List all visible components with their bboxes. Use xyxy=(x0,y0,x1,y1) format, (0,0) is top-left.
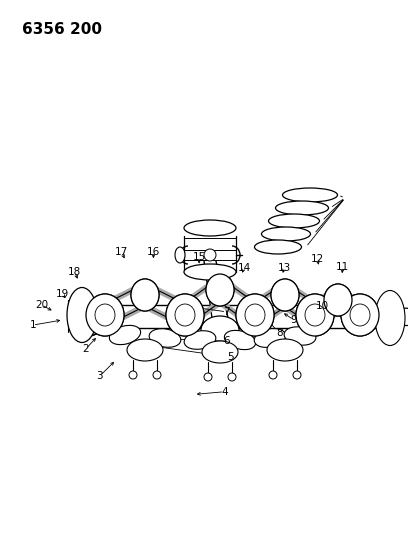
Ellipse shape xyxy=(305,304,325,326)
Ellipse shape xyxy=(255,240,302,254)
Ellipse shape xyxy=(175,304,195,326)
Text: 2: 2 xyxy=(82,344,89,354)
Ellipse shape xyxy=(245,304,265,326)
Ellipse shape xyxy=(282,188,337,202)
Text: 6: 6 xyxy=(223,336,230,346)
Ellipse shape xyxy=(350,304,370,326)
Ellipse shape xyxy=(341,294,379,336)
Ellipse shape xyxy=(324,284,352,316)
Text: 14: 14 xyxy=(237,263,251,272)
Ellipse shape xyxy=(206,274,234,306)
Ellipse shape xyxy=(184,264,236,280)
Text: 12: 12 xyxy=(311,254,324,263)
Ellipse shape xyxy=(204,373,212,381)
Ellipse shape xyxy=(375,290,405,345)
Ellipse shape xyxy=(271,279,299,311)
Ellipse shape xyxy=(284,327,316,345)
Ellipse shape xyxy=(224,330,256,350)
Ellipse shape xyxy=(267,339,303,361)
Ellipse shape xyxy=(254,328,286,348)
Ellipse shape xyxy=(67,287,97,343)
Text: 1: 1 xyxy=(29,320,36,330)
Text: 6356 200: 6356 200 xyxy=(22,22,102,37)
Ellipse shape xyxy=(206,274,234,306)
Ellipse shape xyxy=(275,201,328,215)
Text: 8: 8 xyxy=(276,328,283,338)
Text: 11: 11 xyxy=(336,262,349,271)
Ellipse shape xyxy=(184,220,236,236)
Ellipse shape xyxy=(153,371,161,379)
Ellipse shape xyxy=(166,294,204,336)
Ellipse shape xyxy=(109,325,141,345)
Ellipse shape xyxy=(245,304,265,326)
Ellipse shape xyxy=(202,341,238,363)
Text: 3: 3 xyxy=(97,371,103,381)
Ellipse shape xyxy=(228,373,236,381)
Ellipse shape xyxy=(184,330,216,349)
Text: 19: 19 xyxy=(56,289,69,299)
Ellipse shape xyxy=(350,304,370,326)
Ellipse shape xyxy=(175,304,195,326)
Text: 13: 13 xyxy=(278,263,291,272)
Text: 9: 9 xyxy=(290,315,297,325)
Text: 17: 17 xyxy=(115,247,128,256)
Ellipse shape xyxy=(204,249,216,261)
Ellipse shape xyxy=(86,294,124,336)
Ellipse shape xyxy=(296,294,334,336)
Text: 20: 20 xyxy=(35,300,48,310)
Ellipse shape xyxy=(296,294,334,336)
Ellipse shape xyxy=(341,294,379,336)
Text: 16: 16 xyxy=(147,247,160,256)
Ellipse shape xyxy=(305,304,325,326)
Ellipse shape xyxy=(127,339,163,361)
Text: 5: 5 xyxy=(227,352,234,362)
Ellipse shape xyxy=(129,371,137,379)
Text: 4: 4 xyxy=(221,387,228,397)
Ellipse shape xyxy=(175,247,185,263)
Ellipse shape xyxy=(324,284,352,316)
Ellipse shape xyxy=(166,294,204,336)
Text: 18: 18 xyxy=(68,267,81,277)
Text: 15: 15 xyxy=(193,252,206,262)
Ellipse shape xyxy=(201,316,239,344)
Ellipse shape xyxy=(236,294,274,336)
Ellipse shape xyxy=(95,304,115,326)
Ellipse shape xyxy=(236,294,274,336)
Ellipse shape xyxy=(271,279,299,311)
Ellipse shape xyxy=(149,329,181,348)
Ellipse shape xyxy=(86,294,124,336)
Ellipse shape xyxy=(268,214,319,228)
Ellipse shape xyxy=(262,227,310,241)
Ellipse shape xyxy=(131,279,159,311)
Ellipse shape xyxy=(293,371,301,379)
Ellipse shape xyxy=(131,279,159,311)
Ellipse shape xyxy=(95,304,115,326)
Text: 10: 10 xyxy=(316,302,329,311)
Text: 7: 7 xyxy=(223,307,230,317)
Ellipse shape xyxy=(269,371,277,379)
